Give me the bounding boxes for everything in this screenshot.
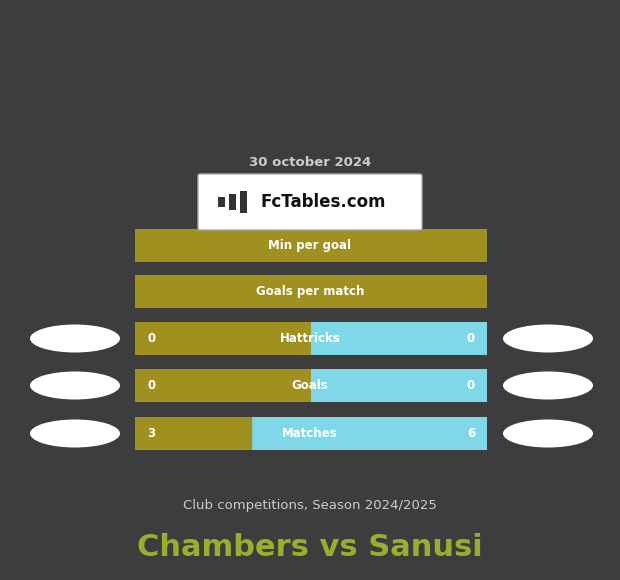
Text: Min per goal: Min per goal <box>268 239 352 252</box>
FancyBboxPatch shape <box>218 197 225 207</box>
Text: Goals: Goals <box>291 379 329 392</box>
Text: Matches: Matches <box>282 427 338 440</box>
Text: Hattricks: Hattricks <box>280 332 340 345</box>
FancyBboxPatch shape <box>240 191 247 213</box>
FancyBboxPatch shape <box>252 417 487 450</box>
FancyBboxPatch shape <box>229 194 236 210</box>
FancyBboxPatch shape <box>311 369 487 402</box>
Ellipse shape <box>503 324 593 353</box>
FancyBboxPatch shape <box>311 322 487 355</box>
FancyBboxPatch shape <box>198 174 422 230</box>
Text: 3: 3 <box>147 427 155 440</box>
FancyBboxPatch shape <box>135 417 487 450</box>
Text: 30 october 2024: 30 october 2024 <box>249 155 371 169</box>
FancyBboxPatch shape <box>135 229 487 262</box>
Text: 0: 0 <box>467 332 475 345</box>
Ellipse shape <box>30 372 120 400</box>
Text: FcTables.com: FcTables.com <box>260 193 386 211</box>
Ellipse shape <box>503 372 593 400</box>
Ellipse shape <box>30 419 120 448</box>
FancyBboxPatch shape <box>135 322 487 355</box>
FancyBboxPatch shape <box>135 275 487 308</box>
Text: 0: 0 <box>467 379 475 392</box>
Text: Club competitions, Season 2024/2025: Club competitions, Season 2024/2025 <box>183 499 437 513</box>
Ellipse shape <box>503 419 593 448</box>
Text: Chambers vs Sanusi: Chambers vs Sanusi <box>137 534 483 563</box>
Text: 0: 0 <box>147 379 155 392</box>
Text: Goals per match: Goals per match <box>256 285 364 298</box>
Ellipse shape <box>30 324 120 353</box>
Text: 0: 0 <box>147 332 155 345</box>
FancyBboxPatch shape <box>135 369 487 402</box>
Text: 6: 6 <box>467 427 475 440</box>
